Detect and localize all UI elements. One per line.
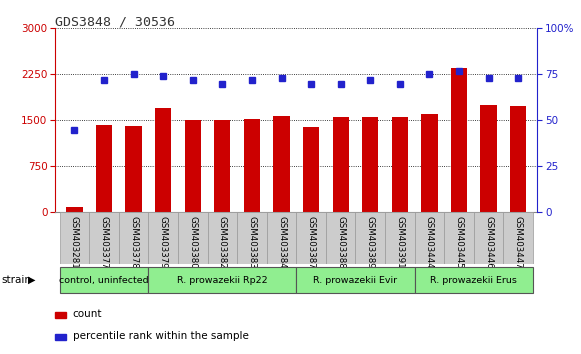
Text: GSM403384: GSM403384 [277, 216, 286, 269]
Text: GSM403383: GSM403383 [248, 216, 256, 269]
Bar [303, 127, 319, 212]
Bar [274, 116, 290, 212]
Bar [444, 212, 474, 264]
Bar [385, 212, 415, 264]
Text: GDS3848 / 30536: GDS3848 / 30536 [55, 16, 175, 29]
Text: strain: strain [1, 275, 31, 285]
Bar [185, 120, 201, 212]
Text: GSM403379: GSM403379 [159, 216, 168, 269]
Bar [60, 212, 89, 264]
Text: percentile rank within the sample: percentile rank within the sample [73, 331, 249, 341]
Bar [155, 108, 171, 212]
Bar [178, 212, 207, 264]
Bar [148, 267, 296, 293]
Bar [421, 114, 437, 212]
Bar [480, 105, 497, 212]
Bar [125, 126, 142, 212]
Bar [415, 267, 533, 293]
Bar [244, 119, 260, 212]
Text: GSM403444: GSM403444 [425, 216, 434, 269]
Text: GSM403391: GSM403391 [395, 216, 404, 269]
Bar [60, 267, 148, 293]
Bar [332, 117, 349, 212]
Bar [148, 212, 178, 264]
Bar [237, 212, 267, 264]
Text: GSM403281: GSM403281 [70, 216, 79, 269]
Bar [356, 212, 385, 264]
Bar [119, 212, 148, 264]
Text: GSM403380: GSM403380 [188, 216, 198, 269]
Bar [326, 212, 356, 264]
Bar [66, 207, 83, 212]
Bar [296, 267, 415, 293]
Bar [510, 106, 526, 212]
Bar [296, 212, 326, 264]
Text: GSM403388: GSM403388 [336, 216, 345, 269]
Bar [96, 125, 112, 212]
Bar [207, 212, 237, 264]
Text: count: count [73, 309, 102, 319]
Bar [474, 212, 503, 264]
Text: control, uninfected: control, uninfected [59, 275, 149, 285]
Text: GSM403446: GSM403446 [484, 216, 493, 269]
Bar [451, 68, 467, 212]
Bar [267, 212, 296, 264]
Text: GSM403377: GSM403377 [99, 216, 109, 269]
Bar [214, 120, 231, 212]
Text: R. prowazekii Rp22: R. prowazekii Rp22 [177, 275, 268, 285]
Text: R. prowazekii Evir: R. prowazekii Evir [313, 275, 397, 285]
Bar [89, 212, 119, 264]
Bar [392, 117, 408, 212]
Bar [362, 117, 378, 212]
Text: GSM403378: GSM403378 [129, 216, 138, 269]
Bar [415, 212, 444, 264]
Bar [503, 212, 533, 264]
Text: R. prowazekii Erus: R. prowazekii Erus [431, 275, 517, 285]
Text: GSM403389: GSM403389 [366, 216, 375, 269]
Text: GSM403445: GSM403445 [454, 216, 464, 269]
Text: GSM403387: GSM403387 [307, 216, 315, 269]
Text: ▶: ▶ [28, 275, 35, 285]
Text: GSM403382: GSM403382 [218, 216, 227, 269]
Text: GSM403447: GSM403447 [514, 216, 523, 269]
